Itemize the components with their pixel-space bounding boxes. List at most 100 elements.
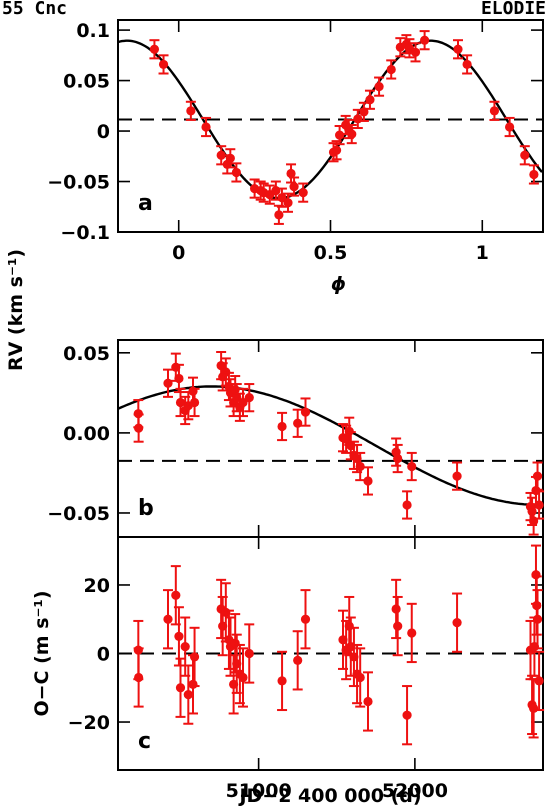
data-point bbox=[163, 378, 173, 388]
data-point bbox=[386, 64, 396, 75]
data-point bbox=[452, 471, 462, 481]
data-point bbox=[402, 500, 412, 510]
data-point bbox=[452, 618, 462, 628]
data-point bbox=[158, 59, 169, 70]
data-point bbox=[300, 407, 311, 417]
panel-a-phase-plot: 0.1 0.05 0 −0.05 −0.1 0 0.5 1 a ϕ bbox=[47, 19, 544, 295]
data-point bbox=[391, 604, 401, 614]
plot-frame bbox=[117, 19, 544, 233]
data-point bbox=[171, 590, 181, 600]
data-point bbox=[222, 159, 232, 169]
data-point bbox=[189, 652, 200, 662]
data-point bbox=[201, 122, 211, 132]
x-tick-label: 0 bbox=[172, 242, 185, 264]
model-curve bbox=[117, 385, 542, 507]
data-point bbox=[355, 461, 365, 472]
x-axis-label: ϕ bbox=[331, 273, 346, 295]
data-point bbox=[407, 628, 417, 638]
data-point bbox=[286, 168, 296, 179]
data-point bbox=[505, 122, 515, 132]
data-point bbox=[410, 47, 421, 57]
data-point bbox=[277, 676, 287, 686]
data-point bbox=[407, 461, 417, 472]
x-tick-label: 0.5 bbox=[314, 242, 348, 264]
data-point bbox=[163, 614, 173, 624]
data-point bbox=[393, 621, 403, 631]
y-tick-label: 0.1 bbox=[76, 20, 110, 42]
data-point bbox=[183, 690, 193, 700]
data-point bbox=[420, 35, 430, 45]
x-tick-label: 51000 bbox=[226, 780, 292, 802]
data-point bbox=[216, 150, 226, 160]
data-point bbox=[365, 95, 375, 105]
y-axis-label: O−C (m s⁻¹) bbox=[31, 590, 53, 716]
plot-frame bbox=[117, 339, 544, 538]
data-point bbox=[231, 167, 241, 178]
data-point bbox=[283, 198, 293, 208]
data-point bbox=[180, 642, 190, 652]
data-point bbox=[134, 672, 144, 683]
data-point bbox=[277, 421, 287, 432]
panel-b-time-plot: 0.05 0.00 −0.05 b bbox=[47, 339, 545, 538]
y-tick-label: 20 bbox=[84, 575, 110, 597]
data-point bbox=[300, 614, 311, 624]
data-point bbox=[453, 44, 463, 54]
data-point bbox=[532, 471, 543, 481]
panel-label: a bbox=[138, 191, 153, 216]
data-point bbox=[393, 453, 403, 464]
data-point bbox=[520, 150, 530, 160]
y-tick-label: 0.05 bbox=[63, 343, 110, 365]
y-tick-label: 0.05 bbox=[63, 71, 110, 93]
y-tick-label: −0.05 bbox=[47, 503, 110, 525]
data-point bbox=[532, 600, 542, 611]
data-point bbox=[374, 82, 384, 92]
data-point bbox=[244, 648, 254, 659]
data-point bbox=[189, 397, 200, 408]
data-point bbox=[534, 500, 544, 510]
data-point bbox=[344, 621, 354, 631]
data-point bbox=[293, 418, 303, 428]
panel-label: c bbox=[138, 729, 151, 754]
y-tick-label: −0.05 bbox=[47, 172, 110, 194]
data-point bbox=[244, 393, 254, 403]
data-point bbox=[529, 703, 539, 713]
data-point bbox=[175, 683, 186, 693]
data-point bbox=[277, 193, 287, 203]
data-point bbox=[274, 210, 284, 220]
data-point bbox=[149, 44, 160, 54]
x-tick-label: 1 bbox=[476, 242, 489, 264]
data-point bbox=[335, 130, 345, 140]
data-point bbox=[529, 642, 540, 652]
data-point bbox=[188, 679, 198, 689]
instrument-name: ELODIE bbox=[481, 0, 546, 19]
data-point bbox=[174, 631, 184, 641]
data-point bbox=[134, 423, 144, 433]
y-tick-label: 0 bbox=[97, 121, 110, 143]
data-point bbox=[529, 169, 539, 180]
data-point bbox=[462, 59, 472, 70]
data-point bbox=[186, 106, 196, 116]
y-tick-label: −20 bbox=[68, 712, 110, 734]
data-point bbox=[238, 672, 248, 683]
rv-axis-label: RV (km s⁻¹) bbox=[5, 249, 27, 371]
data-point bbox=[402, 710, 412, 720]
data-point bbox=[174, 373, 184, 384]
data-point bbox=[355, 672, 365, 683]
data-point bbox=[331, 145, 342, 155]
data-point bbox=[293, 655, 303, 665]
data-point bbox=[534, 676, 544, 686]
y-tick-label: 0.00 bbox=[63, 423, 110, 445]
data-point bbox=[289, 181, 299, 192]
x-axis-label: JD−2 400 000 (d) bbox=[237, 785, 421, 807]
data-point bbox=[175, 397, 186, 408]
data-point bbox=[271, 186, 281, 196]
data-point bbox=[238, 397, 248, 408]
star-name: 55 Cnc bbox=[2, 0, 67, 19]
y-tick-label: 0 bbox=[97, 644, 110, 666]
y-tick-label: −0.1 bbox=[60, 222, 110, 244]
data-point bbox=[347, 129, 357, 139]
data-point bbox=[298, 188, 308, 198]
model-curve bbox=[117, 39, 543, 200]
panel-c-residual-plot: 20 0 −20 51000 52000 c JD−2 400 000 (d) O−C (m … bbox=[31, 536, 545, 807]
